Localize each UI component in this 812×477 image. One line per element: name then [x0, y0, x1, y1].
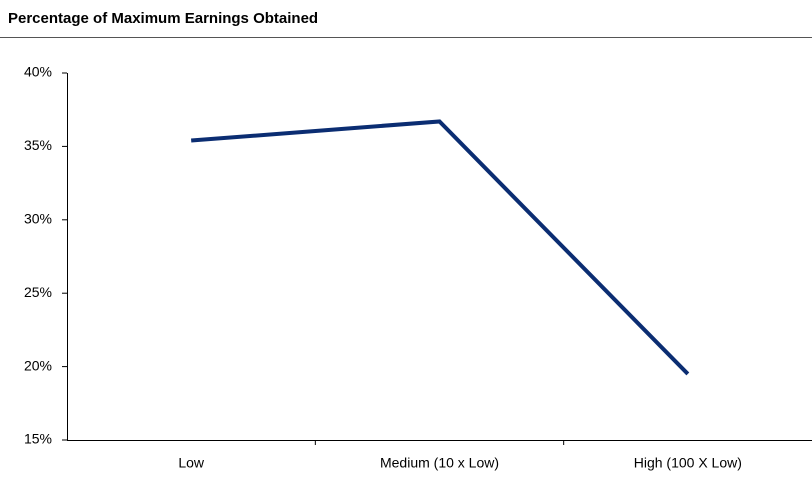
y-tick-label: 15%: [24, 431, 52, 447]
y-tick-label: 30%: [24, 211, 52, 227]
y-tick-label: 35%: [24, 137, 52, 153]
chart-title: Percentage of Maximum Earnings Obtained: [8, 10, 318, 27]
line-series: [191, 119, 690, 376]
y-tick-label: 25%: [24, 284, 52, 300]
x-tick-label: High (100 X Low): [634, 455, 742, 471]
x-tick-label: Low: [178, 455, 205, 471]
y-tick-label: 40%: [24, 64, 52, 80]
x-tick-label: Medium (10 x Low): [380, 455, 499, 471]
y-tick-label: 20%: [24, 357, 52, 373]
